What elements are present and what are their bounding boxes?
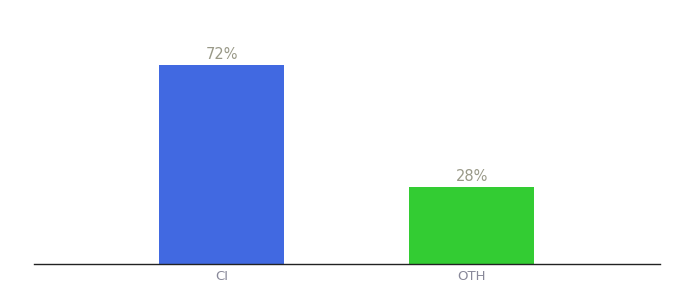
- Bar: [409, 187, 534, 264]
- Text: 28%: 28%: [456, 169, 488, 184]
- Text: 72%: 72%: [205, 47, 238, 62]
- Bar: [159, 65, 284, 264]
